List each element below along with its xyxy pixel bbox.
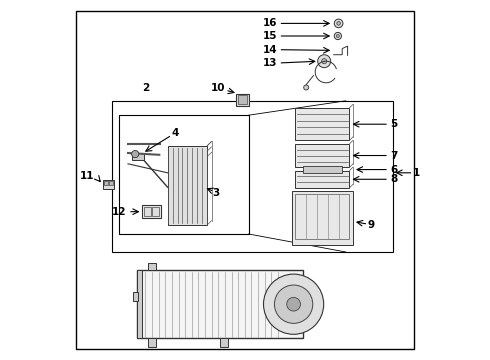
Text: 7: 7 bbox=[390, 150, 397, 161]
Circle shape bbox=[318, 55, 331, 68]
Bar bbox=[292, 191, 353, 245]
Bar bbox=[295, 171, 349, 188]
Text: 15: 15 bbox=[263, 31, 277, 41]
Bar bbox=[148, 338, 156, 347]
Bar bbox=[220, 338, 228, 347]
Text: 11: 11 bbox=[80, 171, 95, 181]
Bar bbox=[148, 263, 156, 270]
Text: 3: 3 bbox=[213, 188, 220, 198]
Circle shape bbox=[337, 35, 339, 37]
Bar bbox=[152, 207, 159, 216]
Bar bbox=[103, 180, 114, 189]
Text: 10: 10 bbox=[211, 83, 225, 93]
Circle shape bbox=[287, 297, 300, 311]
Text: 4: 4 bbox=[171, 128, 178, 138]
Circle shape bbox=[274, 285, 313, 323]
Text: 2: 2 bbox=[143, 83, 149, 93]
Text: 6: 6 bbox=[390, 165, 397, 175]
Circle shape bbox=[264, 274, 324, 334]
Bar bbox=[137, 270, 142, 338]
Bar bbox=[295, 144, 349, 167]
Bar bbox=[238, 95, 247, 104]
Text: 1: 1 bbox=[413, 168, 419, 178]
Circle shape bbox=[304, 85, 309, 90]
Bar bbox=[104, 181, 108, 185]
Bar bbox=[236, 94, 248, 106]
Text: 9: 9 bbox=[368, 220, 374, 230]
Text: 16: 16 bbox=[263, 18, 277, 28]
Bar bbox=[295, 194, 349, 239]
Bar bbox=[112, 101, 392, 252]
Text: 13: 13 bbox=[263, 58, 277, 68]
Circle shape bbox=[132, 150, 139, 158]
Bar bbox=[137, 270, 303, 338]
Bar bbox=[144, 207, 151, 216]
Text: 5: 5 bbox=[390, 119, 397, 129]
Circle shape bbox=[321, 59, 327, 64]
Bar bbox=[109, 181, 113, 185]
Bar bbox=[143, 205, 161, 218]
Bar bbox=[133, 292, 138, 301]
Circle shape bbox=[334, 32, 342, 40]
Text: 12: 12 bbox=[112, 207, 126, 217]
Bar bbox=[119, 115, 248, 234]
Text: 14: 14 bbox=[263, 45, 277, 55]
Text: 8: 8 bbox=[390, 174, 397, 184]
Bar bbox=[168, 146, 207, 225]
Circle shape bbox=[337, 22, 341, 25]
Circle shape bbox=[334, 19, 343, 28]
Bar bbox=[132, 153, 144, 160]
Bar bbox=[295, 108, 349, 140]
Bar bbox=[303, 166, 342, 173]
